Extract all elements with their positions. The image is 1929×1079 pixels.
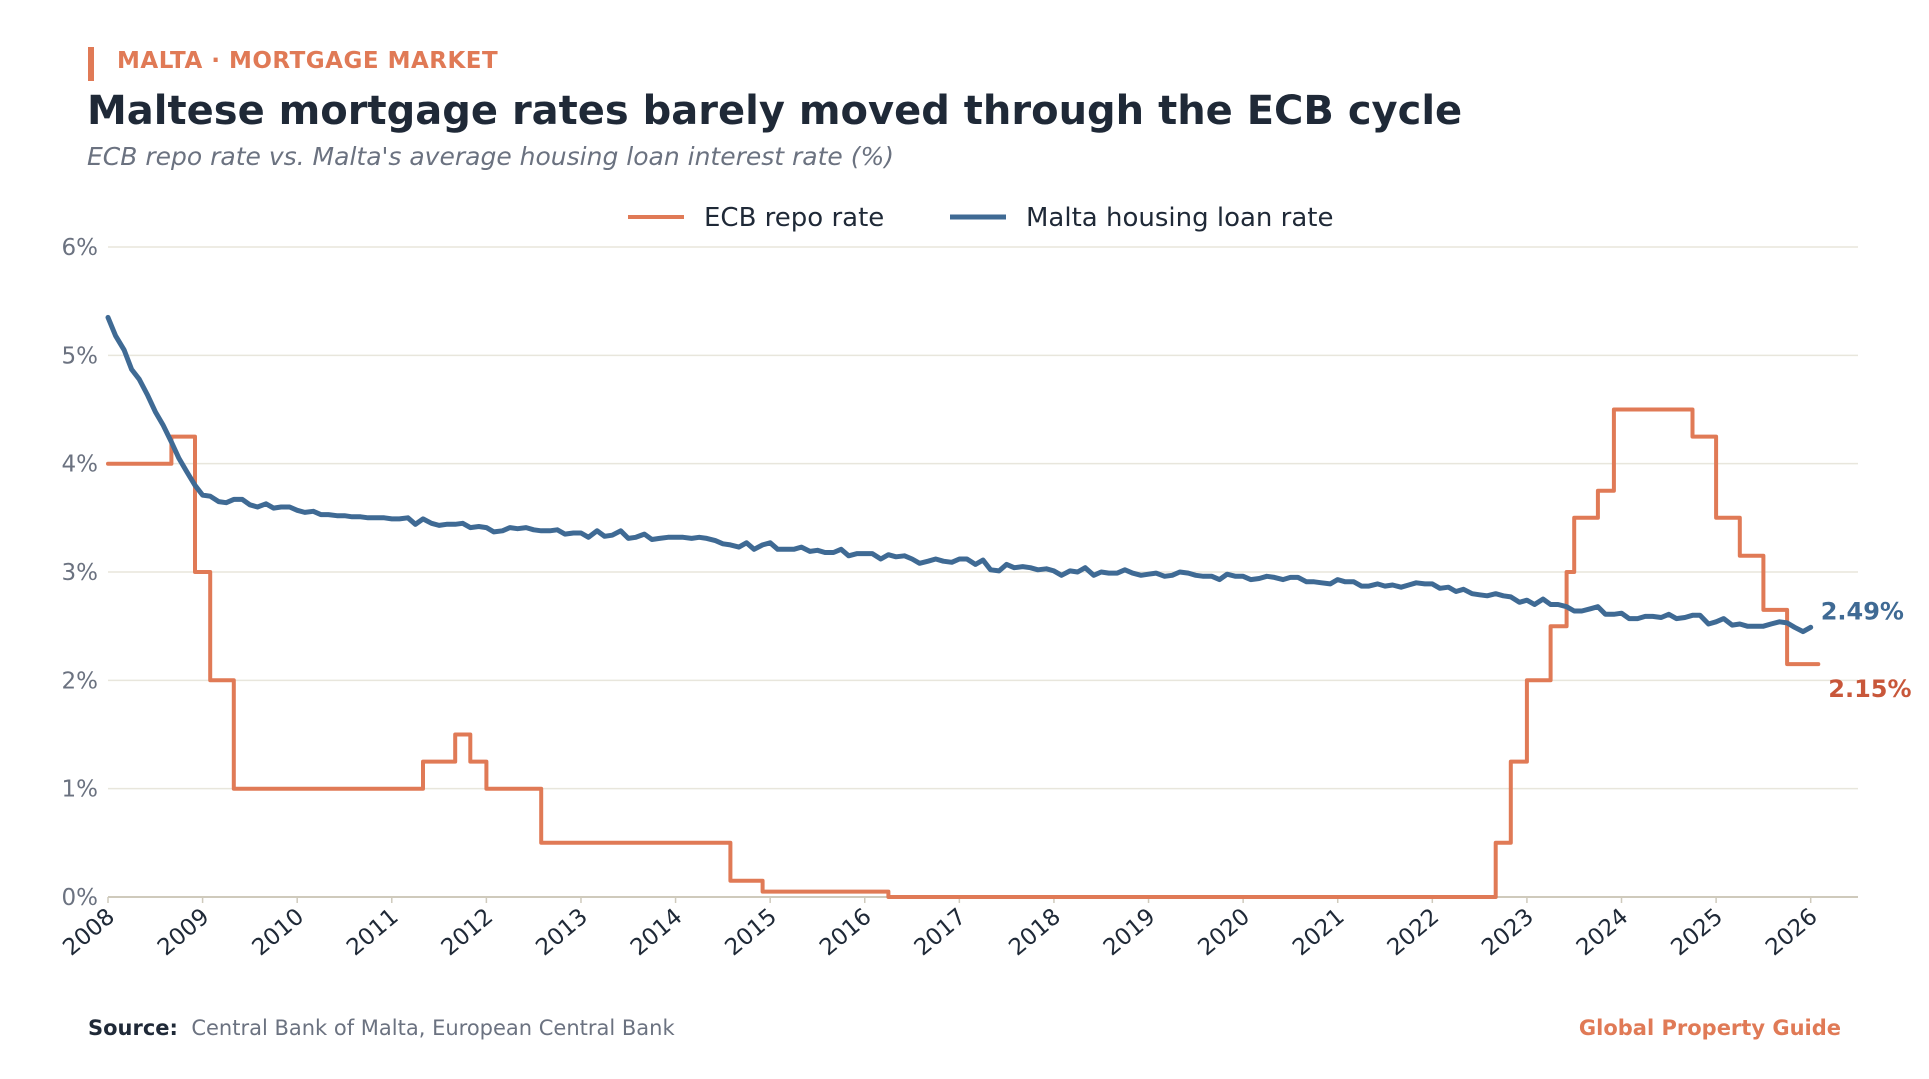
x-tick-label: 2016 (815, 904, 877, 962)
x-tick-label: 2011 (342, 904, 404, 962)
end-labels: 2.15% 2.49% (1821, 597, 1912, 703)
series-line-ecb (106, 407, 1821, 899)
x-tick-label: 2022 (1383, 904, 1445, 962)
x-tick-label: 2008 (58, 904, 120, 962)
y-tick-label: 5% (62, 343, 99, 369)
x-tick-label: 2012 (437, 904, 499, 962)
series-lines (105, 314, 1821, 899)
legend-label-ecb: ECB repo rate (704, 203, 884, 233)
x-tick-label: 2019 (1099, 904, 1161, 962)
y-tick-label: 1% (62, 777, 99, 803)
x-tick-label: 2021 (1288, 904, 1350, 962)
x-tick-label: 2026 (1761, 904, 1823, 962)
y-tick-label: 2% (62, 668, 99, 694)
y-tick-label: 4% (62, 452, 99, 478)
x-tick-label: 2018 (1004, 904, 1066, 962)
x-tick-label: 2017 (910, 904, 972, 962)
x-tick-label: 2020 (1193, 904, 1255, 962)
chart-subtitle: ECB repo rate vs. Malta's average housin… (87, 142, 895, 171)
brand-label: Global Property Guide (1578, 1016, 1841, 1040)
legend: ECB repo rate Malta housing loan rate (628, 203, 1333, 233)
series-line-malta (105, 314, 1814, 635)
end-label-malta: 2.49% (1821, 597, 1904, 625)
kicker-label: MALTA · MORTGAGE MARKET (117, 48, 499, 74)
x-axis-ticks: 2008 2009 2010 2011 2012 2013 2014 2015 2016 2017… (58, 897, 1823, 962)
x-tick-label: 2013 (531, 904, 593, 962)
end-label-ecb: 2.15% (1828, 675, 1911, 703)
legend-label-malta: Malta housing loan rate (1026, 203, 1333, 233)
x-tick-label: 2023 (1477, 904, 1539, 962)
x-tick-label: 2009 (153, 904, 215, 962)
y-axis-ticks: 0% 1% 2% 3% 4% 5% 6% (62, 235, 99, 911)
x-tick-label: 2010 (247, 904, 309, 962)
chart-title: Maltese mortgage rates barely moved thro… (87, 88, 1463, 134)
x-tick-label: 2024 (1572, 904, 1634, 962)
x-tick-label: 2025 (1666, 904, 1728, 962)
x-tick-label: 2015 (720, 904, 782, 962)
x-tick-label: 2014 (626, 904, 688, 962)
source-text: Central Bank of Malta, European Central … (191, 1016, 675, 1040)
kicker-accent-bar (88, 47, 94, 81)
gridlines (108, 246, 1858, 898)
source-note: Source: Central Bank of Malta, European … (88, 1016, 675, 1040)
y-tick-label: 0% (62, 885, 99, 911)
y-tick-label: 3% (62, 560, 99, 586)
y-tick-label: 6% (62, 235, 99, 261)
source-label: Source: (88, 1016, 178, 1040)
